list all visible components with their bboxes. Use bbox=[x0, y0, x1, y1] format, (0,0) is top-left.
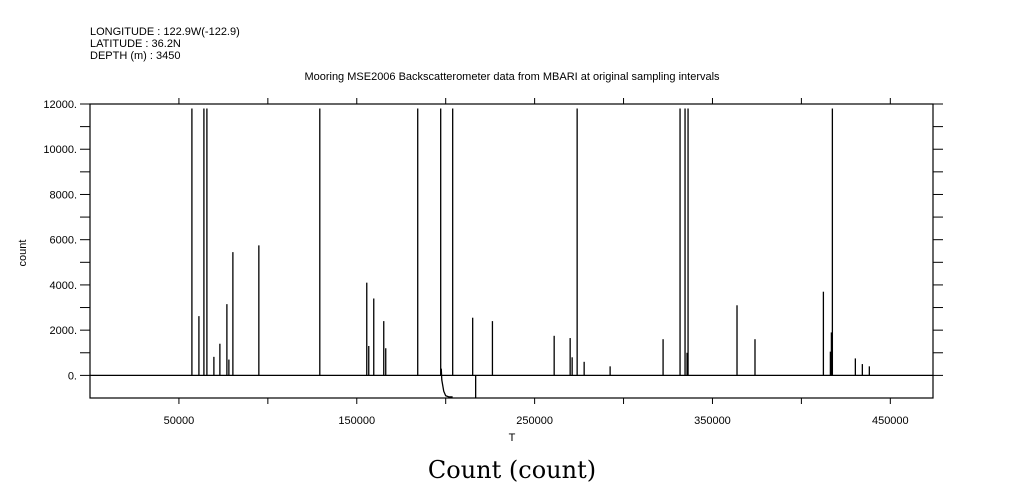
plot-frame bbox=[89, 103, 934, 399]
data-dip bbox=[440, 368, 453, 398]
x-tick-label: 150000 bbox=[338, 415, 375, 427]
depth-label: DEPTH (m) : 3450 bbox=[90, 50, 180, 62]
x-tick-label: 450000 bbox=[872, 415, 909, 427]
y-axis-label: count bbox=[17, 240, 29, 267]
x-tick-label: 50000 bbox=[164, 415, 195, 427]
y-tick-label: 4000. bbox=[49, 280, 77, 292]
y-tick-label: 0. bbox=[68, 370, 77, 382]
y-tick-label: 12000. bbox=[43, 99, 77, 111]
chart-title: Mooring MSE2006 Backscatterometer data f… bbox=[304, 71, 720, 83]
x-tick-label: 250000 bbox=[516, 415, 553, 427]
y-tick-label: 8000. bbox=[49, 189, 77, 201]
longitude-label: LONGITUDE : 122.9W(-122.9) bbox=[90, 26, 240, 38]
y-tick-label: 2000. bbox=[49, 325, 77, 337]
y-tick-label: 10000. bbox=[43, 144, 77, 156]
x-tick-label: 350000 bbox=[694, 415, 731, 427]
latitude-label: LATITUDE : 36.2N bbox=[90, 38, 181, 50]
x-axis-label: T bbox=[509, 432, 516, 444]
bottom-title: Count (count) bbox=[428, 456, 596, 484]
y-tick-label: 6000. bbox=[49, 235, 77, 247]
